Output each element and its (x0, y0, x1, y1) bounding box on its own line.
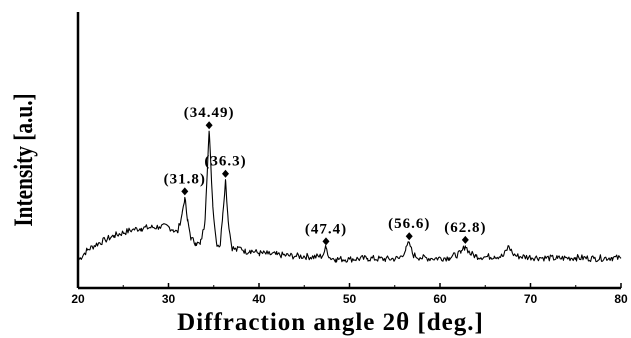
peak-marker (322, 237, 330, 246)
peak-marker (461, 235, 469, 244)
plot-area (77, 130, 622, 263)
x-axis: 20 30 40 50 60 70 80 (71, 283, 628, 306)
x-axis-label: Diffraction angle 2θ [deg.] (177, 309, 484, 336)
peak-label: (36.3) (204, 154, 246, 170)
x-tick-label: 40 (252, 292, 266, 306)
peak-marker (405, 232, 413, 241)
peak-marker (205, 121, 213, 130)
peak-marker (181, 187, 189, 196)
peak-marker (222, 169, 230, 178)
peak-label: (62.8) (444, 220, 486, 236)
x-tick-label: 60 (433, 292, 447, 306)
peak-label: (56.6) (388, 216, 430, 232)
peak-annotations: (31.8) (34.49) (36.3) (47.4) (56.6) (62.8) (164, 105, 486, 246)
peak-label: (34.49) (184, 105, 235, 121)
y-axis-label: Intensity [a.u.] (9, 93, 38, 227)
series-line (77, 130, 622, 263)
peak-label: (31.8) (164, 171, 206, 187)
x-tick-label: 80 (614, 292, 628, 306)
x-tick-label: 50 (343, 292, 357, 306)
x-tick-label: 30 (162, 292, 176, 306)
peak-label: (47.4) (305, 221, 347, 237)
x-tick-label: 20 (71, 292, 85, 306)
x-tick-label: 70 (524, 292, 538, 306)
